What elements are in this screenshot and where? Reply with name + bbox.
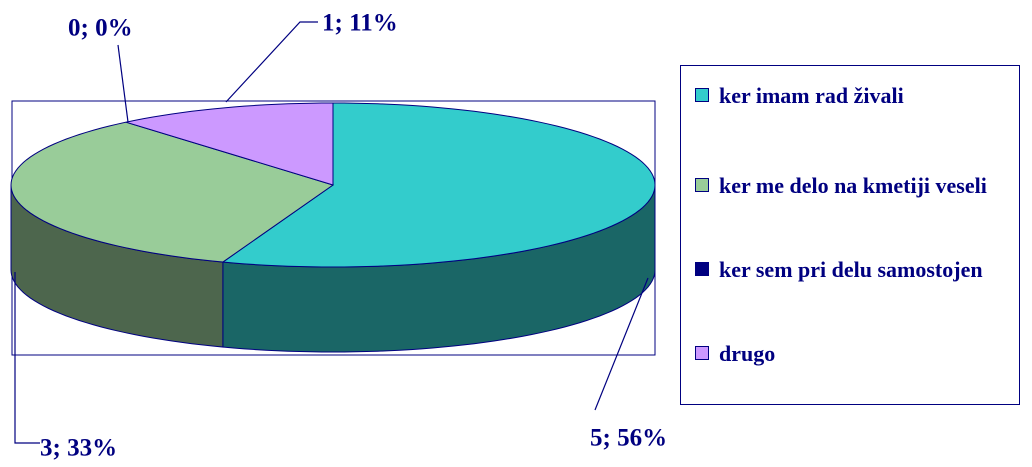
pie-slice [125, 102, 334, 186]
data-label: 1; 11% [322, 10, 398, 37]
legend-label: ker me delo na kmetiji veseli [719, 173, 987, 198]
legend-label: ker imam rad živali [719, 83, 904, 108]
legend-label: drugo [719, 341, 776, 366]
pie-slice [221, 102, 656, 268]
leader-lines [14, 21, 649, 444]
leader-line [117, 44, 129, 123]
leader-line [594, 277, 649, 411]
data-label: 3; 33% [40, 435, 117, 462]
pie-slice [10, 121, 335, 263]
leader-line [225, 21, 318, 103]
legend-entry: drugo [695, 338, 1032, 370]
data-label: 5; 56% [590, 425, 667, 452]
legend-label: ker sem pri delu samostojen [719, 257, 983, 282]
legend-swatch [695, 346, 709, 360]
legend-swatch [695, 262, 709, 276]
legend-entry: ker imam rad živali [695, 80, 1032, 112]
legend-swatch [695, 178, 709, 192]
legend-entry: ker me delo na kmetiji veseli [695, 170, 1032, 202]
data-label: 0; 0% [68, 15, 133, 42]
legend: ker imam rad živali ker me delo na kmetij… [680, 65, 1020, 405]
legend-entry: ker sem pri delu samostojen [695, 254, 1032, 286]
legend-swatch [695, 88, 709, 102]
pie [10, 102, 656, 353]
leader-line [14, 272, 40, 444]
